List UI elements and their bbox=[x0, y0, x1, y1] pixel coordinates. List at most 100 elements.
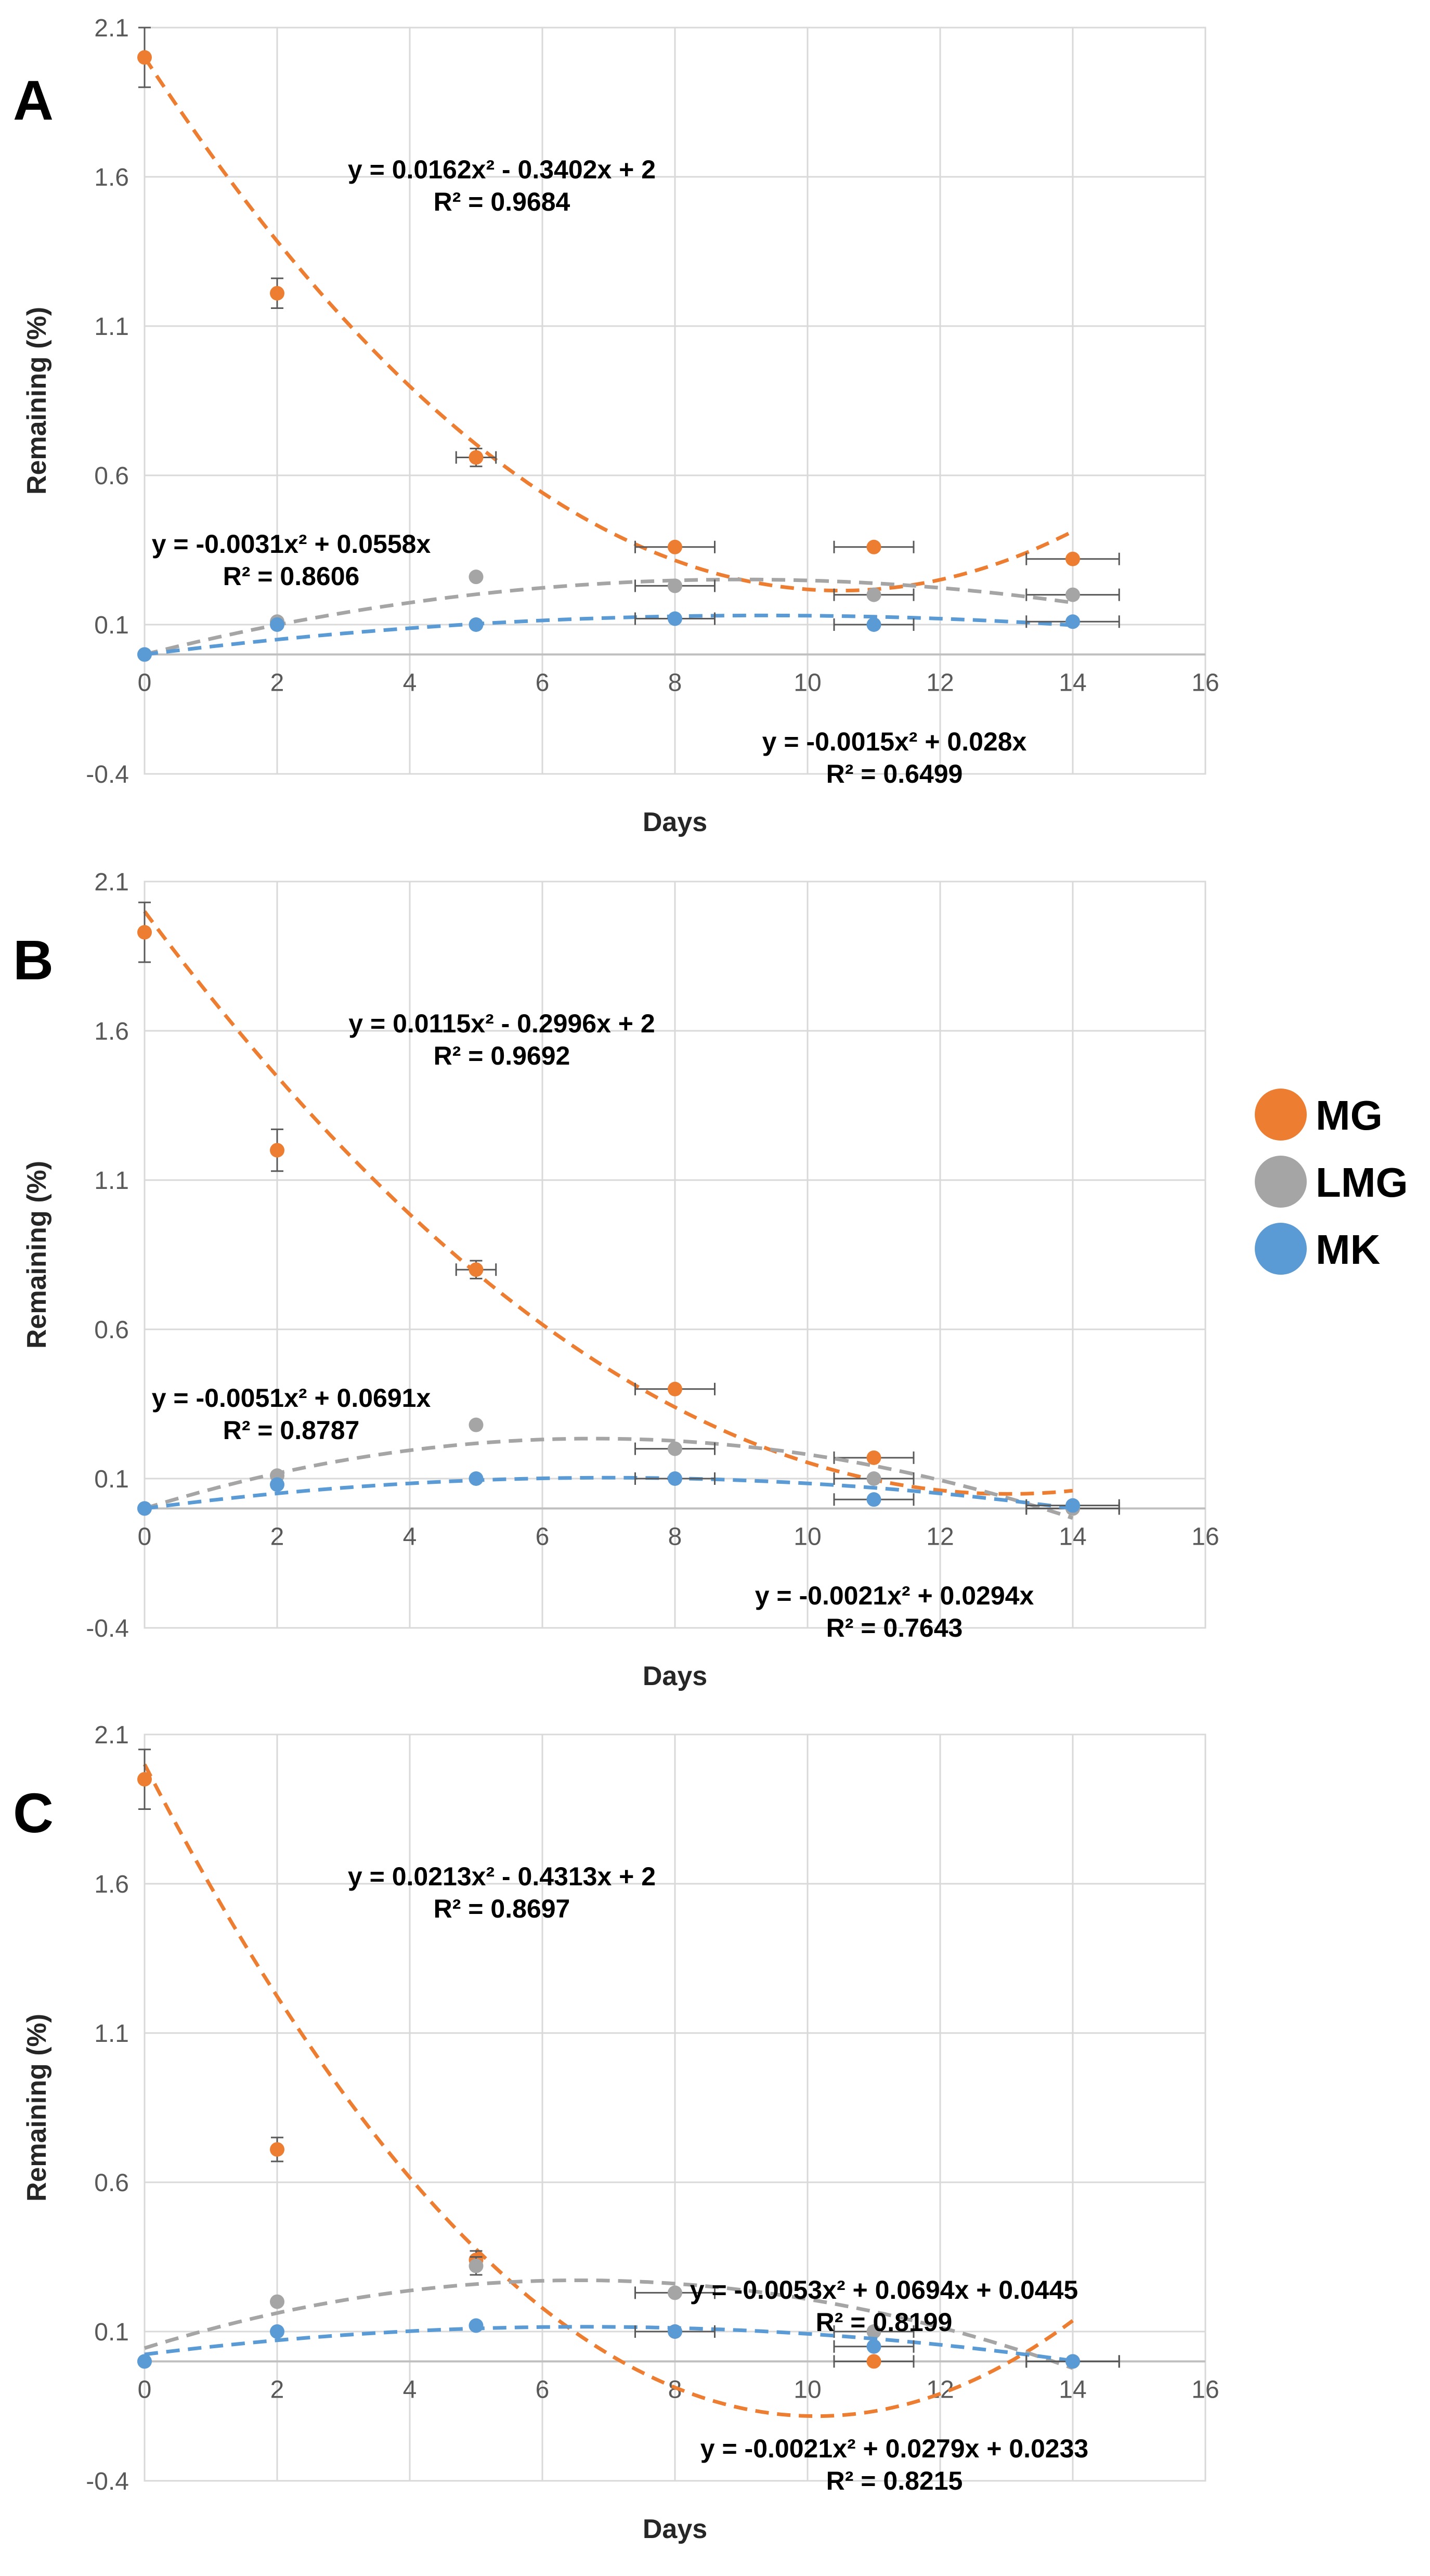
panel-label-b: B bbox=[13, 928, 54, 991]
x-tick-label: 0 bbox=[138, 2376, 152, 2403]
mg-trendline bbox=[143, 56, 1074, 593]
lmg-data-point bbox=[469, 1417, 484, 1432]
panel-label-c: C bbox=[13, 1781, 54, 1844]
mk-data-point bbox=[270, 617, 284, 632]
mk-data-point bbox=[137, 2354, 152, 2369]
panel-b-chart: B 0 2 4 6 8 10 12 14 16 -0.4 0.1 0.6 1.1 1.6 2.1 Days Re… bbox=[13, 869, 1219, 1691]
mk-data-point bbox=[668, 2324, 682, 2339]
mg-trendline bbox=[143, 910, 1073, 1496]
trendline-equation: y = 0.0162x² - 0.3402x + 2 bbox=[348, 155, 656, 184]
trendline-r-squared: R² = 0.9684 bbox=[434, 187, 570, 216]
x-tick-label: 10 bbox=[794, 2376, 821, 2403]
y-tick-label: 2.1 bbox=[94, 1721, 129, 1749]
lmg-data-point bbox=[668, 578, 682, 593]
y-tick-label: 1.6 bbox=[94, 1871, 129, 1898]
legend-label-mk: MK bbox=[1316, 1226, 1381, 1273]
x-tick-label: 12 bbox=[926, 669, 954, 696]
x-tick-label: 0 bbox=[138, 669, 152, 696]
x-tick-label: 6 bbox=[536, 669, 550, 696]
lmg-trendline bbox=[144, 2279, 1074, 2370]
mk-data-point bbox=[137, 647, 152, 662]
y-tick-label: 0.1 bbox=[94, 612, 129, 639]
mk-trendline bbox=[144, 613, 1073, 656]
mk-data-point bbox=[137, 1501, 152, 1516]
lmg-data-point bbox=[866, 2324, 881, 2339]
x-tick-label: 16 bbox=[1191, 1523, 1219, 1550]
x-tick-label: 6 bbox=[536, 2376, 550, 2403]
trendline-equation: y = 0.0115x² - 0.2996x + 2 bbox=[348, 1009, 655, 1038]
mg-data-point bbox=[866, 1450, 881, 1465]
lmg-data-point bbox=[866, 587, 881, 602]
x-axis-title: Days bbox=[643, 1661, 707, 1691]
lmg-trendline bbox=[144, 1436, 1074, 1520]
y-tick-label: 1.1 bbox=[94, 2020, 129, 2048]
x-tick-label: 6 bbox=[536, 1523, 550, 1550]
x-tick-label: 12 bbox=[926, 1523, 954, 1550]
trendline-equation: y = 0.0213x² - 0.4313x + 2 bbox=[348, 1862, 656, 1891]
x-tick-label: 10 bbox=[794, 669, 821, 696]
mg-data-point bbox=[137, 925, 152, 940]
trendline-r-squared: R² = 0.8697 bbox=[434, 1894, 570, 1923]
x-tick-label: 8 bbox=[668, 669, 682, 696]
panel-label-a: A bbox=[13, 69, 54, 132]
panel-b-plot: 0 2 4 6 8 10 12 14 16 -0.4 0.1 0.6 1.1 1.6 2.1 Days Rema… bbox=[22, 869, 1219, 1691]
y-tick-label: 0.1 bbox=[94, 1466, 129, 1493]
x-tick-label: 14 bbox=[1059, 1523, 1086, 1550]
mg-data-point bbox=[668, 1381, 682, 1396]
trendline-equation: y = -0.0021x² + 0.0294x bbox=[755, 1581, 1034, 1610]
y-tick-label: 1.1 bbox=[94, 1167, 129, 1195]
mg-data-point bbox=[866, 539, 881, 554]
trendline-equation: y = -0.0053x² + 0.0694x + 0.0445 bbox=[690, 2275, 1078, 2305]
panel-c-plot: 0 2 4 6 8 10 12 14 16-0.40.10.61.11.62.1DaysRema… bbox=[22, 1721, 1219, 2544]
y-axis-title: Remaining (%) bbox=[22, 1161, 52, 1349]
y-axis-title: Remaining (%) bbox=[22, 307, 52, 495]
lmg-data-point bbox=[270, 2294, 284, 2309]
mk-data-point bbox=[1065, 1498, 1080, 1513]
lmg-data-point bbox=[469, 569, 484, 585]
mg-trendline bbox=[142, 1763, 1074, 2418]
y-axis-title: Remaining (%) bbox=[22, 2014, 52, 2202]
trendline-equation: y = -0.0051x² + 0.0691x bbox=[152, 1383, 431, 1413]
x-tick-label: 4 bbox=[403, 2376, 417, 2403]
x-tick-label: 16 bbox=[1191, 669, 1219, 696]
x-axis-title: Days bbox=[643, 807, 707, 837]
x-tick-label: 2 bbox=[270, 669, 284, 696]
mg-data-point bbox=[469, 1262, 484, 1277]
x-tick-label: 4 bbox=[403, 1523, 417, 1550]
y-tick-label: 2.1 bbox=[94, 15, 129, 42]
y-tick-label: -0.4 bbox=[86, 1615, 129, 1642]
x-axis-title: Days bbox=[643, 2514, 707, 2544]
lmg-data-point bbox=[866, 1471, 881, 1486]
mg-data-point bbox=[137, 1772, 152, 1787]
trendline-r-squared: R² = 0.6499 bbox=[826, 759, 963, 788]
legend-marker-lmg bbox=[1255, 1156, 1307, 1208]
mg-data-point bbox=[469, 450, 484, 465]
legend: MG LMG MK bbox=[1255, 1089, 1408, 1275]
x-tick-label: 0 bbox=[138, 1523, 152, 1550]
x-tick-label: 4 bbox=[403, 669, 417, 696]
lmg-data-point bbox=[668, 1441, 682, 1456]
mk-data-point bbox=[668, 611, 682, 626]
mg-data-point bbox=[668, 539, 682, 554]
y-tick-label: -0.4 bbox=[86, 761, 129, 788]
lmg-data-point bbox=[469, 2258, 484, 2273]
legend-label-mg: MG bbox=[1316, 1092, 1383, 1138]
x-tick-label: 14 bbox=[1059, 2376, 1086, 2403]
trendline-r-squared: R² = 0.9692 bbox=[434, 1041, 570, 1070]
trendline-equation: y = -0.0021x² + 0.0279x + 0.0233 bbox=[700, 2434, 1088, 2463]
lmg-data-point bbox=[1065, 587, 1080, 602]
x-tick-label: 8 bbox=[668, 1523, 682, 1550]
mk-trendline bbox=[144, 1475, 1073, 1510]
x-tick-label: 14 bbox=[1059, 669, 1086, 696]
panel-a-chart: A 0 2 4 6 8 10 12 14 16 -0.4 0.1 0.6 1.1 1.6 2.1 Days Re… bbox=[13, 15, 1219, 837]
mg-data-point bbox=[866, 2354, 881, 2369]
legend-marker-mg bbox=[1255, 1089, 1307, 1141]
mk-trendline bbox=[144, 2325, 1073, 2363]
legend-label-lmg: LMG bbox=[1316, 1159, 1408, 1206]
trendline-r-squared: R² = 0.8606 bbox=[223, 562, 360, 591]
mk-data-point bbox=[1065, 2354, 1080, 2369]
y-tick-label: 1.1 bbox=[94, 313, 129, 341]
panel-a-plot: 0 2 4 6 8 10 12 14 16 -0.4 0.1 0.6 1.1 1.6 2.1 Days Rema… bbox=[22, 15, 1219, 837]
mk-data-point bbox=[469, 1471, 484, 1486]
mk-data-point bbox=[270, 1477, 284, 1492]
